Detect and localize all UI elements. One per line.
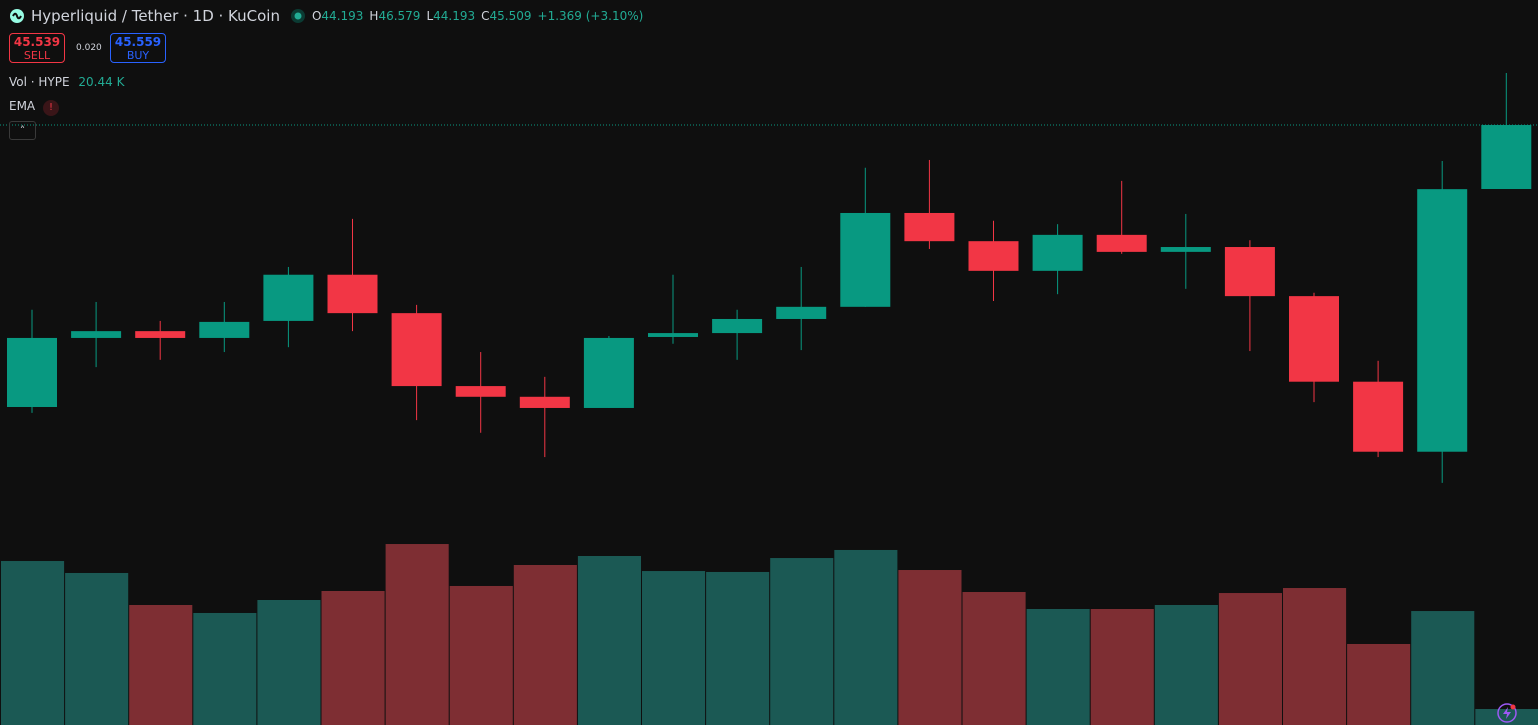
candle-body bbox=[327, 274, 378, 314]
volume-bar bbox=[321, 590, 385, 725]
volume-bar bbox=[962, 592, 1026, 725]
symbol-bar: Hyperliquid / Tether · 1D · KuCoin O44.1… bbox=[9, 7, 643, 25]
volume-bar bbox=[577, 556, 641, 725]
volume-bar bbox=[449, 585, 513, 725]
ema-label: EMA bbox=[9, 99, 36, 113]
volume-bar bbox=[834, 549, 898, 725]
ohlc-item: O44.193 bbox=[312, 9, 363, 23]
candle-body bbox=[71, 331, 122, 338]
volume-bar bbox=[706, 571, 770, 725]
candle-body bbox=[840, 212, 891, 307]
volume-bar bbox=[129, 605, 193, 725]
candle-body bbox=[1289, 296, 1339, 382]
volume-bar bbox=[898, 570, 962, 725]
candle-body bbox=[1481, 125, 1532, 190]
sell-price: 45.539 bbox=[13, 35, 61, 49]
volume-bar bbox=[513, 565, 577, 725]
ohlc-item: L44.193 bbox=[426, 9, 475, 23]
volume-bar bbox=[193, 612, 257, 725]
buy-label: BUY bbox=[126, 49, 150, 62]
candle-body bbox=[1096, 234, 1147, 252]
candle-body bbox=[648, 333, 698, 337]
candle-body bbox=[712, 318, 763, 334]
volume-bar bbox=[642, 571, 706, 725]
ohlc-label: H bbox=[369, 9, 379, 23]
candle-body bbox=[968, 241, 1019, 271]
ohlc-value: 45.509 bbox=[489, 9, 532, 23]
volume-label: Vol · HYPE bbox=[9, 75, 70, 89]
candle-body bbox=[1353, 381, 1404, 452]
volume-bar bbox=[1218, 593, 1282, 725]
candle-body bbox=[263, 274, 314, 321]
ohlc-legend: O44.193 H46.579 L44.193 C45.509 bbox=[312, 9, 532, 23]
lightning-icon[interactable] bbox=[1496, 702, 1518, 724]
volume-bar bbox=[1, 561, 65, 725]
volume-legend[interactable]: Vol · HYPE 20.44 K bbox=[9, 75, 124, 89]
candle-body bbox=[904, 212, 955, 242]
ohlc-value: 44.193 bbox=[433, 9, 476, 23]
ema-legend[interactable]: EMA ! bbox=[9, 99, 59, 116]
market-status bbox=[290, 9, 305, 23]
volume-bar bbox=[1347, 643, 1411, 725]
candle-body bbox=[1224, 247, 1275, 297]
candle-body bbox=[199, 321, 250, 338]
candle-body bbox=[519, 396, 570, 408]
ohlc-label: O bbox=[311, 9, 322, 23]
candle-body bbox=[1417, 189, 1468, 452]
candle-body bbox=[455, 386, 506, 397]
candle-body bbox=[1160, 247, 1211, 252]
candle-body bbox=[135, 331, 186, 338]
volume-bar bbox=[385, 544, 449, 725]
ema-warning: ! bbox=[42, 100, 59, 116]
candle-body bbox=[1032, 234, 1083, 271]
change: +1.369 (+3.10%) bbox=[537, 9, 644, 23]
spread: 0.020 bbox=[76, 43, 102, 53]
volume-bar bbox=[257, 599, 321, 725]
candle-body bbox=[391, 313, 442, 387]
symbol-logo bbox=[10, 9, 24, 23]
candle-body bbox=[7, 337, 57, 407]
volume-bar bbox=[1154, 605, 1218, 725]
ohlc-item: H46.579 bbox=[369, 9, 420, 23]
volume-bar bbox=[65, 572, 129, 725]
collapse-button[interactable]: ˄ bbox=[9, 121, 36, 140]
buy-price: 45.559 bbox=[114, 35, 162, 49]
ohlc-label: C bbox=[481, 9, 490, 23]
candle-body bbox=[776, 306, 827, 319]
volume-bar bbox=[1090, 608, 1154, 725]
volume-bar bbox=[1026, 608, 1090, 725]
candle-body bbox=[583, 337, 634, 408]
volume-bar bbox=[1283, 588, 1347, 725]
ohlc-value: 46.579 bbox=[378, 9, 421, 23]
ohlc-label: L bbox=[426, 9, 434, 23]
volume-bar bbox=[770, 558, 834, 725]
volume-bar bbox=[1411, 611, 1475, 725]
ohlc-value: 44.193 bbox=[321, 9, 364, 23]
symbol-title[interactable]: Hyperliquid / Tether · 1D · KuCoin bbox=[31, 7, 280, 25]
buy-button[interactable]: 45.559 BUY bbox=[110, 33, 166, 63]
sell-button[interactable]: 45.539 SELL bbox=[9, 33, 65, 63]
volume-value: 20.44 K bbox=[78, 75, 125, 89]
ohlc-item: C45.509 bbox=[481, 9, 531, 23]
sell-label: SELL bbox=[23, 49, 51, 62]
